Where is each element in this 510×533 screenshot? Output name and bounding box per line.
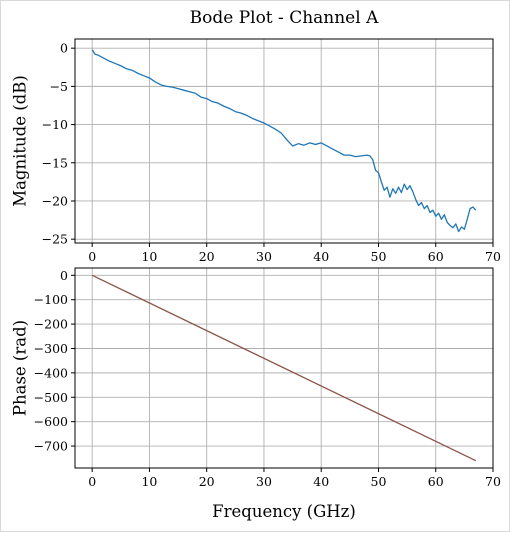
phase-y-tick-label: −500 (34, 390, 68, 405)
phase-y-tick-label: −100 (34, 292, 68, 307)
phase-y-tick-label: −200 (34, 317, 68, 332)
phase-y-tick-label: −300 (34, 341, 68, 356)
magnitude-y-tick-label: −10 (42, 117, 68, 132)
phase-x-tick-label: 20 (199, 474, 215, 489)
phase-x-tick-label: 60 (428, 474, 444, 489)
magnitude-y-axis-label: Magnitude (dB) (11, 75, 30, 207)
magnitude-y-tick-label: −5 (50, 79, 68, 94)
magnitude-x-tick-label: 30 (256, 249, 272, 264)
phase-y-tick-label: 0 (60, 268, 68, 283)
phase-panel: 0 10 20 30 40 50 60 70 0 −100 −200 −300 −400 −500 −60… (11, 267, 501, 489)
phase-x-tick-label: 40 (313, 474, 329, 489)
x-axis-label: Frequency (GHz) (212, 502, 356, 521)
phase-axes-frame (74, 267, 494, 469)
chart-title: Bode Plot - Channel A (190, 8, 379, 28)
phase-x-tick-label: 50 (371, 474, 387, 489)
magnitude-line (91, 49, 477, 233)
phase-x-tick-label: 0 (88, 474, 96, 489)
magnitude-panel: 0 10 20 30 40 50 60 70 0 −5 −10 −15 −20 −25 Magnitud… (11, 38, 501, 264)
magnitude-y-tick-label: −20 (42, 193, 68, 208)
phase-y-ticks: 0 −100 −200 −300 −400 −500 −600 −700 (34, 268, 75, 454)
magnitude-axes-frame (74, 38, 494, 244)
magnitude-x-tick-label: 10 (141, 249, 157, 264)
phase-y-tick-label: −400 (34, 365, 68, 380)
magnitude-x-tick-label: 70 (485, 249, 501, 264)
magnitude-x-tick-label: 40 (313, 249, 329, 264)
magnitude-y-tick-label: −15 (42, 155, 68, 170)
magnitude-y-ticks: 0 −5 −10 −15 −20 −25 (42, 41, 75, 247)
phase-y-tick-label: −700 (34, 439, 68, 454)
magnitude-x-ticks: 0 10 20 30 40 50 60 70 (88, 243, 501, 264)
magnitude-grid (75, 39, 494, 243)
phase-y-axis-label: Phase (rad) (11, 320, 30, 416)
magnitude-x-tick-label: 50 (371, 249, 387, 264)
magnitude-x-tick-label: 60 (428, 249, 444, 264)
phase-y-tick-label: −600 (34, 414, 68, 429)
phase-x-tick-label: 70 (485, 474, 501, 489)
magnitude-x-tick-label: 20 (199, 249, 215, 264)
magnitude-y-tick-label: 0 (60, 41, 68, 56)
phase-x-tick-label: 30 (256, 474, 272, 489)
magnitude-x-tick-label: 0 (88, 249, 96, 264)
phase-x-ticks: 0 10 20 30 40 50 60 70 (88, 468, 501, 489)
phase-line (91, 274, 477, 462)
magnitude-series (91, 49, 477, 233)
phase-series (91, 274, 477, 462)
magnitude-y-tick-label: −25 (42, 232, 68, 247)
phase-x-tick-label: 10 (141, 474, 157, 489)
